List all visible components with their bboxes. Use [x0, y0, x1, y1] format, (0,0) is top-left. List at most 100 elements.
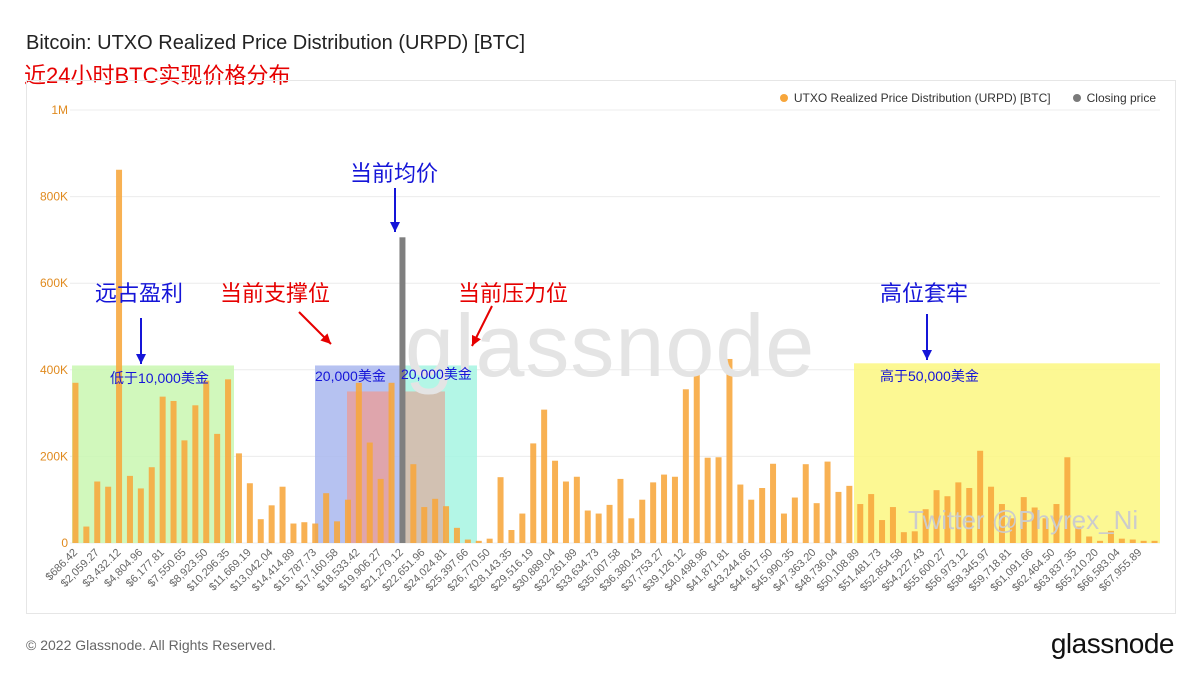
urpd-bar	[148, 467, 155, 543]
arrow-ancient-profit-head	[136, 354, 146, 364]
legend-label-urpd: UTXO Realized Price Distribution (URPD) …	[793, 91, 1051, 105]
urpd-bar	[83, 526, 90, 543]
urpd-bar	[279, 486, 286, 543]
urpd-bar	[377, 478, 384, 543]
urpd-bar	[475, 540, 482, 543]
urpd-bar	[443, 506, 450, 543]
glassnode-watermark: glassnode	[405, 296, 816, 395]
urpd-bar	[159, 396, 166, 543]
urpd-bar	[116, 169, 123, 543]
urpd-bar	[257, 519, 264, 543]
urpd-bar	[584, 510, 591, 543]
chart-legend: UTXO Realized Price Distribution (URPD) …	[779, 91, 1156, 105]
urpd-bar	[1107, 530, 1114, 543]
urpd-bar	[541, 409, 548, 543]
urpd-bar	[868, 494, 875, 543]
annotation-high-trapped: 高位套牢	[880, 281, 969, 306]
y-tick-label: 600K	[40, 276, 68, 290]
urpd-bar	[1053, 504, 1060, 543]
urpd-bar	[813, 503, 820, 543]
urpd-bar	[780, 513, 787, 543]
arrow-support-head	[320, 333, 331, 344]
urpd-bar	[530, 443, 537, 543]
urpd-bar	[508, 530, 515, 543]
chart-frame	[26, 80, 1176, 614]
urpd-bar	[650, 482, 657, 543]
urpd-bar	[715, 457, 722, 543]
urpd-bar	[944, 496, 951, 543]
urpd-bar	[889, 507, 896, 543]
urpd-bar	[802, 464, 809, 543]
urpd-bar	[1129, 539, 1136, 543]
urpd-bar	[562, 481, 569, 543]
urpd-bar	[998, 504, 1005, 543]
arrow-current-avg-head	[390, 222, 400, 232]
urpd-bar	[900, 532, 907, 543]
urpd-bar	[170, 400, 177, 543]
urpd-bar	[748, 499, 755, 543]
urpd-bar	[344, 499, 351, 543]
urpd-bar	[835, 491, 842, 543]
urpd-bar	[966, 488, 973, 543]
annotation-below-10k: 低于10,000美金	[110, 370, 209, 386]
urpd-bar	[1075, 526, 1082, 543]
annotation-above-50k: 高于50,000美金	[880, 368, 979, 384]
urpd-bar	[879, 520, 886, 543]
urpd-bar	[704, 457, 711, 543]
urpd-bar	[301, 522, 308, 543]
urpd-bar	[726, 358, 733, 543]
urpd-bar	[1042, 518, 1049, 543]
urpd-bar	[682, 389, 689, 543]
urpd-bar	[1151, 540, 1158, 543]
urpd-bar	[453, 527, 460, 543]
urpd-bar	[977, 450, 984, 543]
urpd-bar	[573, 476, 580, 543]
urpd-bar	[214, 433, 221, 543]
urpd-bar	[366, 442, 373, 543]
urpd-bar	[137, 488, 144, 543]
urpd-bar	[410, 464, 417, 543]
urpd-bar	[1064, 457, 1071, 543]
arrow-high-trapped-head	[922, 350, 932, 360]
urpd-bar	[1118, 538, 1125, 543]
urpd-bar	[355, 382, 362, 543]
urpd-bar	[639, 499, 646, 543]
twitter-watermark: Twitter @Phyrex_Ni	[908, 505, 1139, 535]
urpd-bar	[617, 478, 624, 543]
annotation-resistance: 当前压力位	[458, 281, 569, 306]
urpd-bar	[1020, 497, 1027, 543]
chart-title: Bitcoin: UTXO Realized Price Distributio…	[26, 32, 526, 54]
legend-dot-urpd	[779, 94, 788, 102]
legend-item-closing[interactable]: Closing price	[1072, 91, 1156, 105]
urpd-bar	[225, 379, 232, 543]
urpd-bar	[388, 382, 395, 543]
urpd-bar	[72, 382, 79, 543]
urpd-bar	[94, 481, 101, 543]
urpd-bar	[1086, 536, 1093, 543]
urpd-bar	[1031, 507, 1038, 543]
urpd-bar	[323, 493, 330, 543]
urpd-bar	[497, 477, 504, 543]
urpd-bar	[693, 373, 700, 543]
urpd-bar	[791, 497, 798, 543]
annotation-20k-right: 20,000美金	[401, 366, 472, 382]
urpd-bar	[421, 507, 428, 543]
urpd-bar	[933, 490, 940, 543]
urpd-bar	[334, 521, 341, 543]
urpd-bar	[955, 482, 962, 543]
legend-label-closing: Closing price	[1086, 91, 1156, 105]
urpd-bar	[268, 505, 275, 543]
y-tick-label: 0	[61, 536, 68, 550]
urpd-bar	[911, 531, 918, 543]
glassnode-logo[interactable]: glassnode	[1050, 628, 1175, 659]
urpd-bar	[432, 498, 439, 543]
urpd-bar	[988, 486, 995, 543]
urpd-bar	[595, 513, 602, 543]
urpd-bar	[486, 538, 493, 543]
urpd-bar	[846, 485, 853, 543]
urpd-bar	[552, 460, 559, 543]
urpd-bar	[181, 440, 188, 543]
urpd-bar	[290, 523, 297, 543]
legend-item-urpd[interactable]: UTXO Realized Price Distribution (URPD) …	[779, 91, 1051, 105]
